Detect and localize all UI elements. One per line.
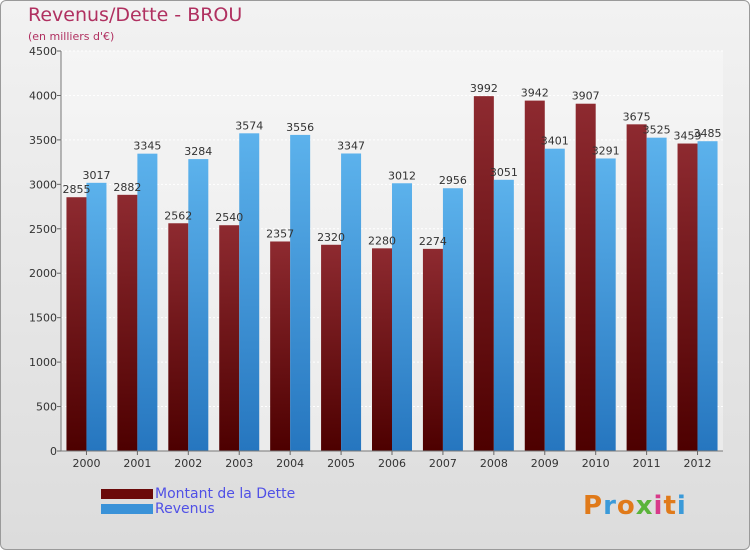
- y-tick-label: 1000: [29, 356, 57, 369]
- x-tick-label: 2005: [327, 457, 355, 470]
- x-tick-label: 2012: [684, 457, 712, 470]
- data-label-debt: 2540: [215, 211, 243, 224]
- data-label-revenue: 3347: [337, 139, 365, 152]
- data-label-debt: 3459: [674, 130, 702, 143]
- bar-revenue: [341, 153, 362, 451]
- bar-debt: [524, 100, 545, 451]
- data-label-revenue: 3574: [235, 119, 263, 132]
- legend-swatch-revenue: [101, 504, 153, 514]
- y-tick-label: 3000: [29, 178, 57, 191]
- chart-subtitle: (en milliers d'€): [28, 30, 115, 43]
- x-tick-label: 2001: [123, 457, 151, 470]
- proxiti-logo: Proxiti: [583, 491, 687, 521]
- legend-label-debt: Montant de la Dette: [155, 486, 296, 502]
- data-label-revenue: 3525: [643, 124, 671, 137]
- data-label-revenue: 3401: [541, 135, 569, 148]
- data-label-debt: 3992: [470, 82, 498, 95]
- legend-swatch-debt: [101, 489, 153, 499]
- data-label-revenue: 2956: [439, 174, 467, 187]
- data-label-debt: 2562: [164, 209, 192, 222]
- bar-revenue: [137, 153, 158, 451]
- bar-revenue: [595, 158, 616, 451]
- y-tick-label: 500: [36, 401, 57, 414]
- data-label-debt: 2855: [62, 183, 90, 196]
- x-tick-label: 2008: [480, 457, 508, 470]
- data-label-revenue: 3051: [490, 166, 518, 179]
- x-tick-label: 2010: [582, 457, 610, 470]
- bar-revenue: [646, 137, 667, 451]
- bar-revenue: [239, 133, 260, 452]
- data-label-debt: 3675: [623, 110, 651, 123]
- data-label-debt: 2357: [266, 227, 294, 240]
- x-tick-label: 2011: [633, 457, 661, 470]
- logo-letter: r: [603, 491, 617, 521]
- x-tick-label: 2006: [378, 457, 406, 470]
- bar-debt: [422, 248, 443, 451]
- data-label-debt: 2882: [113, 181, 141, 194]
- data-label-debt: 3907: [572, 90, 600, 103]
- data-label-debt: 2274: [419, 235, 447, 248]
- bar-debt: [372, 248, 392, 451]
- bar-revenue: [442, 188, 463, 451]
- logo-letter: i: [676, 491, 687, 521]
- bar-debt: [473, 96, 494, 452]
- bar-revenue: [392, 183, 412, 451]
- y-tick-label: 4500: [29, 45, 57, 58]
- bar-debt: [626, 124, 647, 451]
- bar-debt: [575, 103, 596, 451]
- x-tick-label: 2003: [225, 457, 253, 470]
- bar-debt: [219, 225, 240, 451]
- bar-debt: [117, 194, 138, 452]
- logo-letter: o: [616, 491, 636, 521]
- logo-letter: P: [583, 491, 604, 521]
- y-tick-label: 2000: [29, 267, 57, 280]
- bar-revenue: [86, 182, 107, 452]
- data-label-revenue: 3012: [388, 169, 416, 182]
- bar-revenue: [544, 148, 565, 451]
- bar-debt: [168, 223, 189, 451]
- data-label-revenue: 3485: [694, 127, 722, 140]
- logo-letter: t: [663, 491, 677, 521]
- data-label-debt: 2320: [317, 231, 345, 244]
- x-tick-label: 2000: [72, 457, 100, 470]
- y-tick-label: 0: [50, 445, 57, 458]
- data-label-revenue: 3345: [133, 140, 161, 153]
- bar-debt: [677, 143, 698, 452]
- chart-title: Revenus/Dette - BROU: [28, 4, 243, 26]
- y-tick-label: 3500: [29, 134, 57, 147]
- legend-label-revenue: Revenus: [155, 501, 215, 517]
- x-tick-label: 2002: [174, 457, 202, 470]
- logo-letter: i: [653, 491, 664, 521]
- data-label-revenue: 3556: [286, 121, 314, 134]
- x-tick-label: 2004: [276, 457, 304, 470]
- data-label-revenue: 3291: [592, 144, 620, 157]
- data-label-revenue: 3284: [184, 145, 212, 158]
- bar-debt: [321, 244, 342, 451]
- x-tick-label: 2009: [531, 457, 559, 470]
- data-label-debt: 2280: [368, 234, 396, 247]
- bar-revenue: [697, 141, 718, 451]
- y-tick-label: 2500: [29, 223, 57, 236]
- bar-revenue: [188, 159, 209, 452]
- logo-letter: x: [635, 491, 654, 521]
- y-tick-label: 4000: [29, 89, 57, 102]
- bar-debt: [270, 241, 291, 451]
- data-label-debt: 3942: [521, 87, 549, 100]
- bar-revenue: [493, 179, 514, 452]
- data-label-revenue: 3017: [82, 169, 110, 182]
- y-tick-label: 1500: [29, 312, 57, 325]
- bar-revenue: [290, 134, 311, 451]
- bar-debt: [66, 197, 87, 451]
- x-tick-label: 2007: [429, 457, 457, 470]
